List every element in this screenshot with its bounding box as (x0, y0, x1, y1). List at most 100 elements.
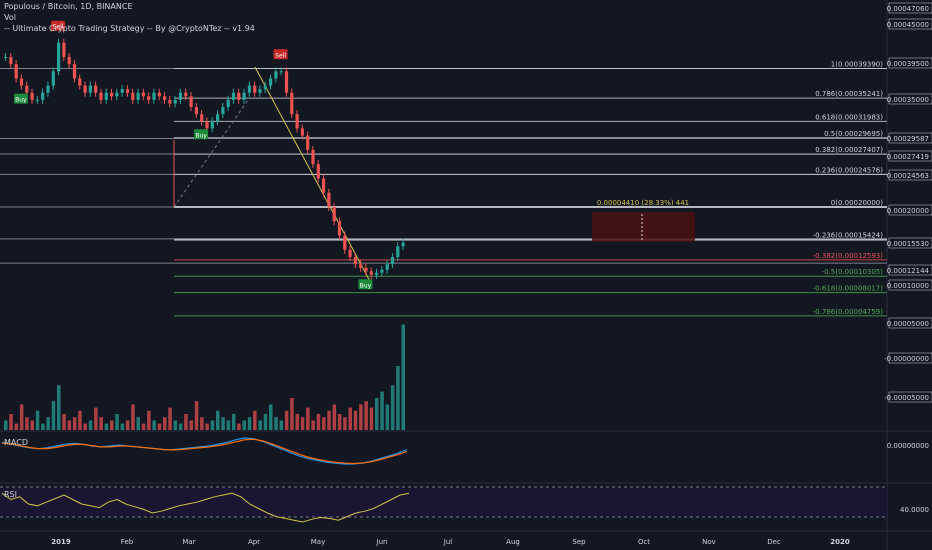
candle-body (194, 107, 198, 115)
candle-body (369, 271, 373, 275)
candle-body (14, 64, 18, 79)
volume-bar (78, 410, 82, 430)
price-axis-tag (888, 352, 932, 364)
time-axis-label: Feb (121, 538, 134, 546)
time-axis-label: Nov (702, 538, 716, 546)
price-axis-tag (888, 18, 932, 30)
volume-bar (72, 417, 77, 430)
volume-bar (375, 398, 379, 430)
candle-body (120, 89, 124, 93)
candle-body (25, 85, 29, 93)
time-axis-label: Apr (248, 538, 260, 546)
macd-line (1, 437, 408, 465)
candle-body (41, 92, 45, 100)
candle-body (4, 57, 8, 59)
candle-body (258, 89, 262, 93)
candle-body (9, 57, 13, 65)
candle-body (343, 235, 347, 250)
candle-body (78, 78, 82, 86)
volume-bar (237, 423, 241, 430)
candle-body (396, 246, 400, 257)
candle-body (30, 92, 34, 100)
candle-body (284, 71, 289, 93)
price-axis-label: 0.00027419 (887, 153, 929, 161)
candle-body (332, 207, 336, 222)
fib-level-label: -0.382(0.00012593) (813, 252, 884, 260)
volume-bar (147, 410, 151, 430)
volume-bar (284, 410, 289, 430)
volume-bar (396, 366, 400, 430)
volume-bar (311, 420, 315, 430)
candle-body (279, 71, 283, 73)
candle-body (72, 64, 77, 79)
time-axis-label: May (311, 538, 325, 546)
candle-body (152, 92, 156, 100)
candle-body (274, 71, 278, 79)
candle-body (401, 242, 405, 247)
candle-body (51, 71, 55, 86)
volume-bar (216, 410, 220, 430)
candle-body (263, 85, 267, 90)
fib-level-label: 0.236(0.00024576) (815, 166, 883, 174)
target-box (592, 212, 695, 242)
macd-signal-line (1, 438, 408, 465)
volume-bar (369, 407, 374, 430)
fib-level-label: -0.786(0.00004759) (813, 308, 884, 316)
price-axis-label: -0.00005000 (884, 394, 929, 402)
volume-bar (332, 404, 337, 430)
signal-label: Buy (15, 97, 27, 104)
time-axis-label: Mar (182, 538, 195, 546)
candle-body (375, 272, 379, 275)
time-axis-label: Jun (376, 538, 388, 546)
candle-body (104, 92, 108, 100)
signal-badge (13, 93, 28, 104)
price-axis-tag (888, 317, 932, 329)
candle-body (380, 269, 384, 273)
candle-body (226, 99, 230, 108)
volume-bar (168, 407, 172, 430)
volume-bar (253, 410, 257, 430)
candle-body (115, 92, 119, 97)
volume-bar (322, 417, 326, 430)
candle-body (306, 135, 310, 150)
time-axis-label: 2020 (830, 538, 850, 546)
candle-body (327, 192, 331, 207)
symbol-title: Populous / Bitcoin, 1D, BINANCE (4, 2, 133, 11)
volume-bar (163, 417, 167, 430)
rsi-pane-label: RSI (4, 490, 17, 499)
volume-bar (300, 417, 305, 430)
price-axis-tag (888, 169, 932, 181)
candle-body (385, 264, 389, 270)
signal-label: Buy (360, 282, 372, 289)
candle-body (311, 149, 315, 165)
candle-body (390, 256, 395, 265)
volume-bar (290, 398, 294, 430)
volume-bar (210, 420, 215, 430)
candle-body (163, 96, 167, 100)
volume-bar (279, 420, 284, 430)
volume-bar (35, 410, 40, 430)
fib-level-label: 0(0.00020000) (831, 199, 883, 207)
price-axis-label: 0.00029587 (887, 135, 929, 143)
candle-body (125, 89, 130, 93)
volume-bar (51, 401, 56, 430)
volume-bar (205, 423, 209, 430)
price-axis-tag (888, 150, 932, 162)
volume-indicator-label: Vol (4, 13, 16, 22)
volume-bar (19, 404, 24, 430)
candle-body (200, 114, 204, 122)
candle-body (35, 99, 39, 101)
signal-badge (273, 49, 288, 60)
volume-bar (200, 417, 204, 430)
volume-bar (14, 423, 19, 430)
volume-bar (99, 417, 103, 430)
signal-badge (194, 129, 209, 140)
volume-bar (136, 417, 140, 430)
candle-body (242, 92, 246, 100)
macd-pane-label: MACD (4, 438, 28, 447)
candle-body (83, 85, 87, 93)
volume-bar (120, 423, 125, 430)
price-axis-label: 0.00005000 (887, 320, 929, 328)
candle-body (359, 264, 363, 268)
